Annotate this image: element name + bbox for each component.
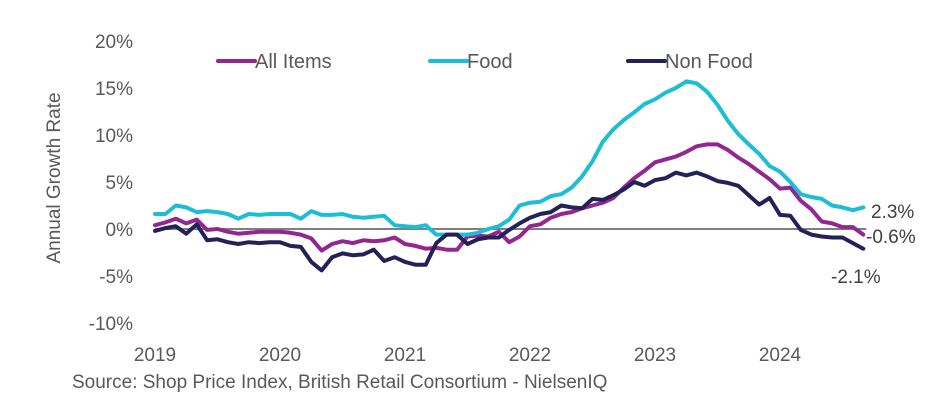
y-tick-label: 15%: [95, 79, 133, 100]
end-labels: -0.6% 2.3% -2.1%: [831, 202, 916, 288]
series-line-non-food: [153, 170, 866, 273]
end-label-non-food: -2.1%: [831, 267, 881, 288]
x-axis: 2019 2020 2021 2022 2023 2024: [134, 345, 802, 366]
legend: All Items Food Non Food: [216, 51, 753, 73]
y-tick-label: 5%: [106, 173, 134, 194]
y-tick-label: 20%: [95, 32, 133, 53]
x-tick-label: 2024: [759, 345, 802, 366]
y-tick-label: 10%: [95, 126, 133, 147]
series-group: [153, 79, 866, 273]
source-note: Source: Shop Price Index, British Retail…: [72, 372, 608, 393]
x-tick-label: 2021: [384, 345, 426, 366]
x-tick-label: 2022: [509, 345, 551, 366]
x-tick-label: 2019: [134, 345, 176, 366]
series-line-food: [153, 79, 866, 237]
legend-label-all-items: All Items: [255, 51, 332, 73]
series-line-all-items: [153, 142, 866, 253]
legend-label-non-food: Non Food: [665, 51, 753, 73]
legend-label-food: Food: [467, 51, 513, 73]
y-axis-label: Annual Growth Rate: [44, 92, 65, 263]
y-axis: 20% 15% 10% 5% 0% -5% -10%: [89, 32, 133, 335]
y-tick-label: 0%: [106, 220, 134, 241]
x-tick-label: 2023: [634, 345, 676, 366]
x-tick-label: 2020: [259, 345, 301, 366]
end-label-food: 2.3%: [871, 202, 914, 223]
y-tick-label: -5%: [99, 267, 133, 288]
end-label-all-items: -0.6%: [866, 227, 916, 248]
y-tick-label: -10%: [89, 314, 133, 335]
